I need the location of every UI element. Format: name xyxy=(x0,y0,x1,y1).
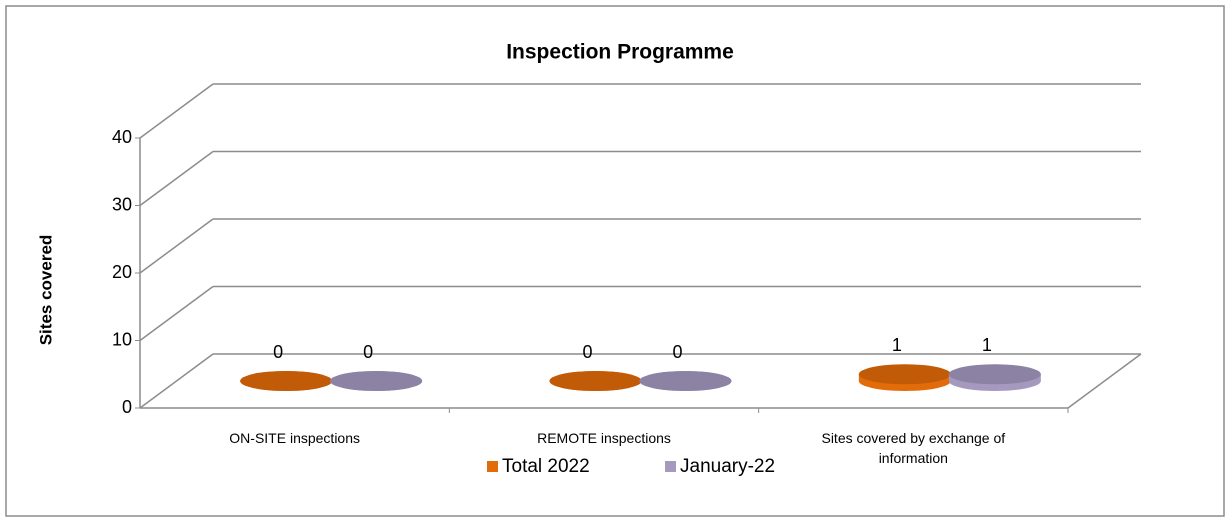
y-tick-label: 40 xyxy=(112,127,132,147)
legend-label: Total 2022 xyxy=(502,456,590,477)
chart-title: Inspection Programme xyxy=(506,41,734,64)
bar-top-shade xyxy=(639,371,732,391)
bar-top xyxy=(330,371,423,391)
data-label: 0 xyxy=(273,342,283,362)
y-tick-label: 10 xyxy=(112,329,132,349)
bar-top-shade xyxy=(549,371,642,391)
y-tick-label: 20 xyxy=(112,262,132,282)
legend-label: January-22 xyxy=(680,456,775,477)
data-label: 0 xyxy=(363,342,373,362)
y-axis-label: Sites covered xyxy=(36,235,55,346)
chart-border xyxy=(5,5,1225,517)
bar xyxy=(948,364,1041,391)
bar-top xyxy=(549,371,642,391)
floor-right xyxy=(1067,353,1142,409)
bar xyxy=(240,371,333,391)
grid-line-side xyxy=(139,285,214,342)
x-tick-label: Sites covered by exchange of information xyxy=(821,430,1006,466)
x-tick-label: REMOTE inspections xyxy=(537,430,671,446)
grid-line-side xyxy=(139,218,214,274)
grid-line-side xyxy=(139,83,214,139)
bar xyxy=(639,371,732,391)
grid-line-side xyxy=(139,150,214,207)
grid-line-side xyxy=(139,353,214,409)
bar-top-shade xyxy=(858,364,951,385)
legend-swatch xyxy=(487,461,498,472)
bar-top xyxy=(639,371,732,391)
bar-top xyxy=(240,371,333,391)
data-label: 0 xyxy=(672,342,682,362)
bar xyxy=(549,371,642,391)
bar-top-shade xyxy=(330,371,423,391)
data-label: 1 xyxy=(982,335,992,355)
bar-top-shade xyxy=(948,364,1041,385)
bar-top-shade xyxy=(240,371,333,391)
bar-top xyxy=(858,364,951,385)
legend-swatch xyxy=(665,461,676,472)
y-tick-label: 0 xyxy=(122,397,132,417)
bar xyxy=(330,371,423,391)
bar-top xyxy=(948,364,1041,385)
y-tick-label: 30 xyxy=(112,194,132,214)
x-tick-label: ON-SITE inspections xyxy=(229,430,361,446)
bar xyxy=(858,364,951,391)
data-label: 1 xyxy=(892,335,902,355)
data-label: 0 xyxy=(582,342,592,362)
